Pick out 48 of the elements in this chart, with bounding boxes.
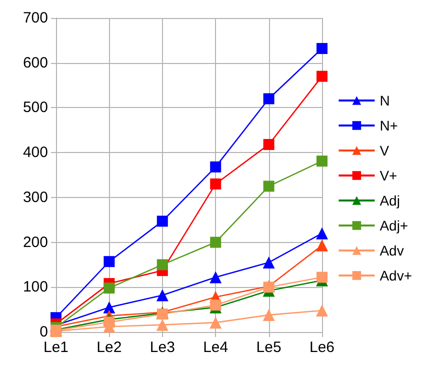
point: [210, 271, 222, 284]
point: [210, 316, 222, 329]
x-tick-label: Le6: [309, 339, 335, 356]
y-tick-label: 200: [22, 234, 48, 251]
y-tick-label: 100: [22, 278, 48, 296]
point: [263, 93, 274, 104]
point: [156, 259, 168, 270]
x-tick-label: Le2: [96, 339, 122, 356]
legend-label: Adv+: [380, 268, 412, 284]
y-tick-label: 300: [22, 188, 48, 206]
legend-label: Adj+: [380, 218, 408, 234]
legend-label: Adj: [380, 192, 400, 208]
point: [104, 316, 115, 328]
legend-label: N+: [380, 118, 398, 134]
legend-label: N: [380, 92, 390, 108]
y-tick-label: 700: [22, 10, 48, 26]
point: [103, 301, 116, 314]
point: [210, 178, 222, 190]
x-tick-label: Le4: [203, 339, 228, 356]
y-tick-label: 600: [22, 54, 48, 72]
point: [104, 282, 115, 294]
point: [262, 256, 275, 268]
legend-label: V: [380, 142, 390, 158]
x-tick-label: Le5: [256, 339, 282, 356]
point: [316, 239, 328, 252]
point: [316, 304, 328, 316]
point: [263, 138, 274, 150]
y-tick-label: 0: [40, 324, 48, 340]
point: [156, 318, 168, 331]
point: [210, 161, 222, 172]
point: [263, 180, 274, 192]
point: [210, 300, 222, 311]
point: [104, 256, 115, 268]
y-tick-label: 400: [22, 144, 48, 162]
x-tick-label: Le1: [43, 339, 69, 356]
x-tick-label: Le3: [150, 339, 175, 356]
point: [262, 308, 275, 321]
point: [316, 43, 328, 54]
point: [316, 156, 328, 167]
point: [316, 70, 328, 82]
y-tick-label: 500: [22, 99, 48, 116]
point: [316, 272, 328, 283]
point: [210, 236, 222, 248]
legend-label: V+: [380, 168, 398, 184]
point: [316, 227, 328, 240]
legend-label: Adv: [380, 242, 404, 258]
point: [156, 216, 168, 227]
point: [156, 289, 168, 302]
